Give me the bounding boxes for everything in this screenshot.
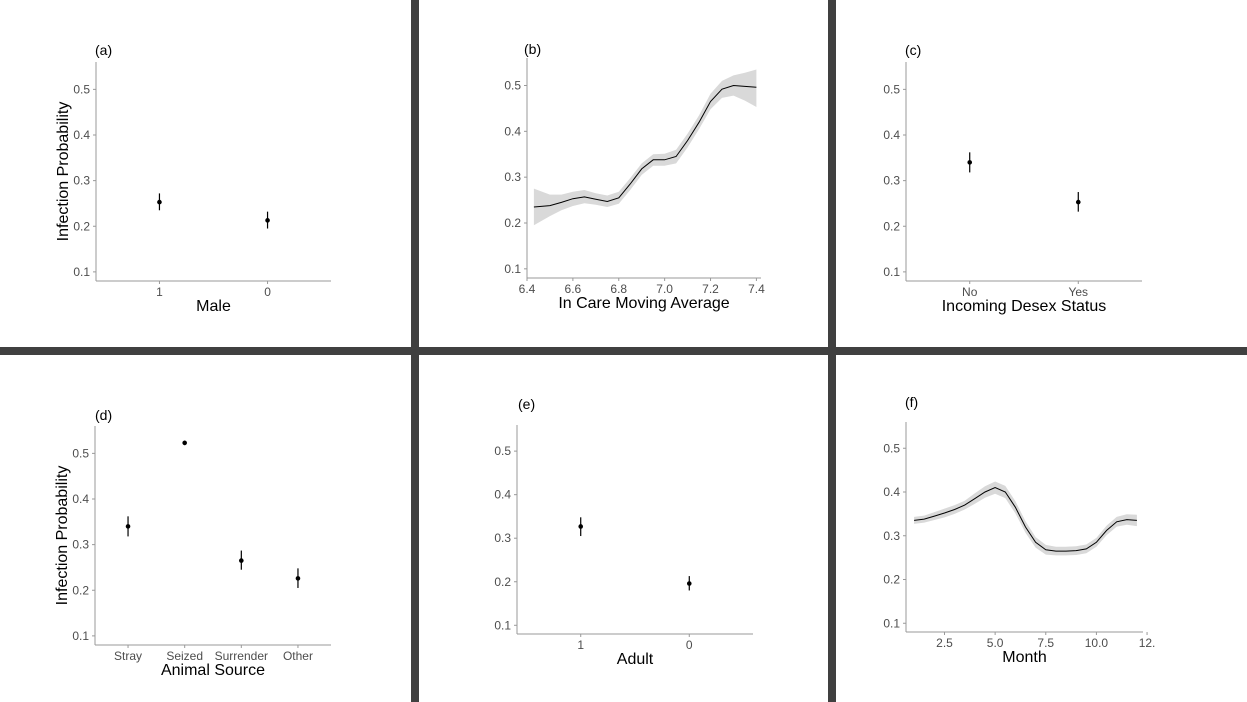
data-point — [686, 581, 692, 586]
data-point — [967, 160, 973, 165]
x-tick-label: 6.6 — [565, 282, 582, 296]
y-tick-label: 0.1 — [72, 629, 89, 643]
y-tick-label: 0.3 — [494, 531, 511, 545]
panel-d: (d) 0.1 0.2 0.3 0.4 0.5 Infection Probability S… — [0, 355, 411, 702]
panel-label: (a) — [95, 42, 112, 58]
x-tick-label: 5.0 — [987, 636, 1004, 650]
y-tick-label: 0.2 — [72, 583, 89, 597]
chart-e: (e) 0.1 0.2 0.3 0.4 0.5 1 0 Adult — [494, 396, 753, 668]
x-tick-label: 1 — [577, 638, 584, 652]
data-point — [239, 558, 244, 563]
x-tick-label: No — [962, 285, 978, 299]
y-axis-label: Infection Probability — [55, 102, 72, 242]
y-tick-label: 0.5 — [72, 446, 89, 460]
y-tick-label: 0.5 — [883, 82, 900, 96]
x-axis-label: Male — [196, 298, 231, 315]
x-tick-label: Seized — [166, 649, 203, 663]
x-tick-label: 6.8 — [610, 282, 627, 296]
data-point — [125, 524, 131, 529]
y-tick-label: 0.3 — [883, 529, 900, 543]
y-axis-label: Infection Probability — [54, 466, 71, 606]
panel-f: (f) 0.1 0.2 0.3 0.4 0.5 2.5 5.0 7.5 10.0 12. Month — [836, 355, 1247, 702]
y-tick-label: 0.5 — [73, 82, 90, 96]
y-tick-label: 0.4 — [494, 488, 511, 502]
panel-label: (d) — [95, 407, 112, 423]
y-tick-label: 0.2 — [883, 219, 900, 233]
confidence-band — [914, 481, 1137, 556]
y-tick-label: 0.1 — [504, 262, 521, 276]
x-tick-label: 7.0 — [656, 282, 673, 296]
x-axis-label: In Care Moving Average — [558, 295, 729, 312]
y-tick-label: 0.3 — [504, 170, 521, 184]
y-tick-label: 0.5 — [504, 79, 521, 93]
panel-a: (a) 0.1 0.2 0.3 0.4 0.5 Infection Probability 1… — [0, 0, 411, 347]
x-tick-label: 7.5 — [1037, 636, 1054, 650]
y-tick-label: 0.3 — [72, 538, 89, 552]
x-tick-label: 10.0 — [1085, 636, 1109, 650]
x-tick-label: 7.4 — [748, 282, 765, 296]
panel-label: (f) — [905, 394, 918, 410]
x-axis-label: Animal Source — [161, 662, 265, 679]
y-tick-label: 0.1 — [494, 618, 511, 632]
y-tick-label: 0.3 — [883, 174, 900, 188]
y-tick-label: 0.2 — [883, 573, 900, 587]
y-tick-label: 0.2 — [504, 216, 521, 230]
y-tick-label: 0.1 — [73, 265, 90, 279]
chart-b: (b) 0.1 0.2 0.3 0.4 0.5 6.4 6.6 6.8 7.0 7.2 7.4 In C… — [504, 41, 765, 312]
y-tick-label: 0.4 — [883, 128, 900, 142]
data-point — [295, 576, 301, 581]
panel-c: (c) 0.1 0.2 0.3 0.4 0.5 No Yes Incoming Desex St… — [836, 0, 1247, 347]
x-axis-label: Adult — [617, 651, 654, 668]
chart-f: (f) 0.1 0.2 0.3 0.4 0.5 2.5 5.0 7.5 10.0 12. Month — [883, 394, 1156, 666]
x-tick-label: 1 — [156, 285, 163, 299]
x-tick-label: Stray — [114, 649, 142, 663]
x-tick-label: Other — [283, 649, 313, 663]
y-tick-label: 0.2 — [494, 575, 511, 589]
x-tick-label: 2.5 — [936, 636, 953, 650]
series-line — [914, 487, 1137, 552]
y-tick-label: 0.4 — [73, 128, 90, 142]
x-tick-label: 7.2 — [702, 282, 719, 296]
data-point — [157, 199, 162, 205]
panel-e: (e) 0.1 0.2 0.3 0.4 0.5 1 0 Adult — [419, 355, 828, 702]
divider-horizontal — [0, 347, 1247, 355]
x-tick-label: 0 — [686, 638, 693, 652]
y-tick-label: 0.5 — [494, 444, 511, 458]
y-tick-label: 0.5 — [883, 441, 900, 455]
data-point — [1075, 199, 1081, 205]
y-tick-label: 0.3 — [73, 174, 90, 188]
data-point — [578, 524, 584, 529]
y-tick-label: 0.2 — [73, 219, 90, 233]
y-tick-label: 0.1 — [883, 265, 900, 279]
data-point — [265, 218, 270, 223]
panel-b: (b) 0.1 0.2 0.3 0.4 0.5 6.4 6.6 6.8 7.0 7.2 7.4 In C… — [419, 0, 828, 347]
panel-label: (b) — [524, 41, 541, 57]
x-tick-label: 0 — [264, 285, 271, 299]
series-line — [533, 84, 757, 208]
x-tick-label: Surrender — [215, 649, 268, 663]
x-tick-label: Yes — [1068, 285, 1088, 299]
x-axis-label: Incoming Desex Status — [942, 298, 1107, 315]
panel-label: (e) — [518, 396, 535, 412]
confidence-band — [533, 69, 757, 226]
panel-label: (c) — [905, 42, 921, 58]
x-tick-label: 12. — [1139, 636, 1156, 650]
y-tick-label: 0.4 — [504, 124, 521, 138]
data-point — [182, 440, 187, 446]
x-tick-label: 6.4 — [519, 282, 536, 296]
y-tick-label: 0.4 — [883, 485, 900, 499]
y-tick-label: 0.4 — [72, 492, 89, 506]
y-tick-label: 0.1 — [883, 616, 900, 630]
x-axis-label: Month — [1002, 649, 1046, 666]
